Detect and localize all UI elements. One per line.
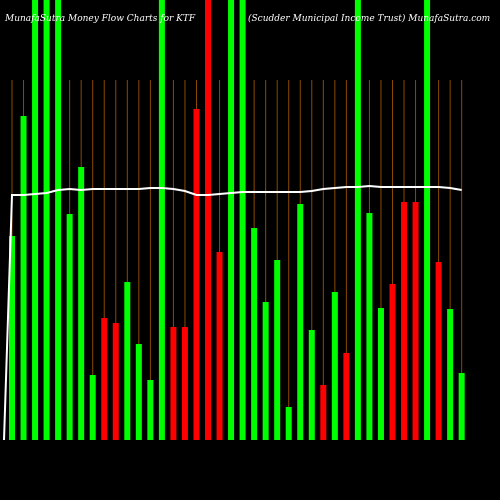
chart-subtitle: (Scudder Municipal Income Trust) MunafaS… — [248, 13, 490, 24]
bar — [366, 213, 373, 440]
bar — [205, 0, 212, 440]
bar — [308, 330, 315, 440]
bar — [297, 204, 304, 440]
bar — [32, 0, 39, 440]
bar — [135, 344, 142, 440]
chart-title: MunafaSutra Money Flow Charts for KTF — [4, 14, 196, 24]
bar — [377, 308, 384, 440]
bar — [181, 327, 188, 440]
bar — [412, 202, 419, 440]
money-flow-line — [3, 184, 462, 441]
bar — [89, 375, 96, 440]
bar — [9, 236, 15, 440]
bars — [9, 0, 465, 440]
bar — [354, 0, 361, 440]
bar — [331, 292, 338, 440]
bar — [170, 327, 177, 440]
bar — [389, 284, 396, 440]
bar — [447, 309, 454, 440]
bar — [78, 167, 85, 440]
bar — [274, 260, 281, 440]
bar — [66, 214, 73, 440]
bar — [262, 302, 269, 440]
bar — [112, 323, 119, 440]
bar — [320, 385, 327, 440]
bar — [239, 0, 246, 440]
bar — [458, 373, 465, 440]
line-layer — [3, 184, 462, 441]
bar — [101, 318, 108, 440]
bar — [401, 202, 408, 440]
bar — [43, 0, 50, 440]
bar — [124, 282, 131, 440]
bar — [251, 228, 258, 440]
bar — [193, 109, 200, 440]
bar — [343, 353, 350, 440]
bar — [216, 252, 223, 440]
bar — [158, 0, 165, 440]
bar — [55, 0, 62, 440]
bar — [424, 0, 431, 440]
bar — [435, 262, 442, 440]
bar — [20, 116, 27, 440]
bar — [228, 0, 235, 440]
bar — [285, 407, 292, 440]
bar — [147, 380, 154, 440]
